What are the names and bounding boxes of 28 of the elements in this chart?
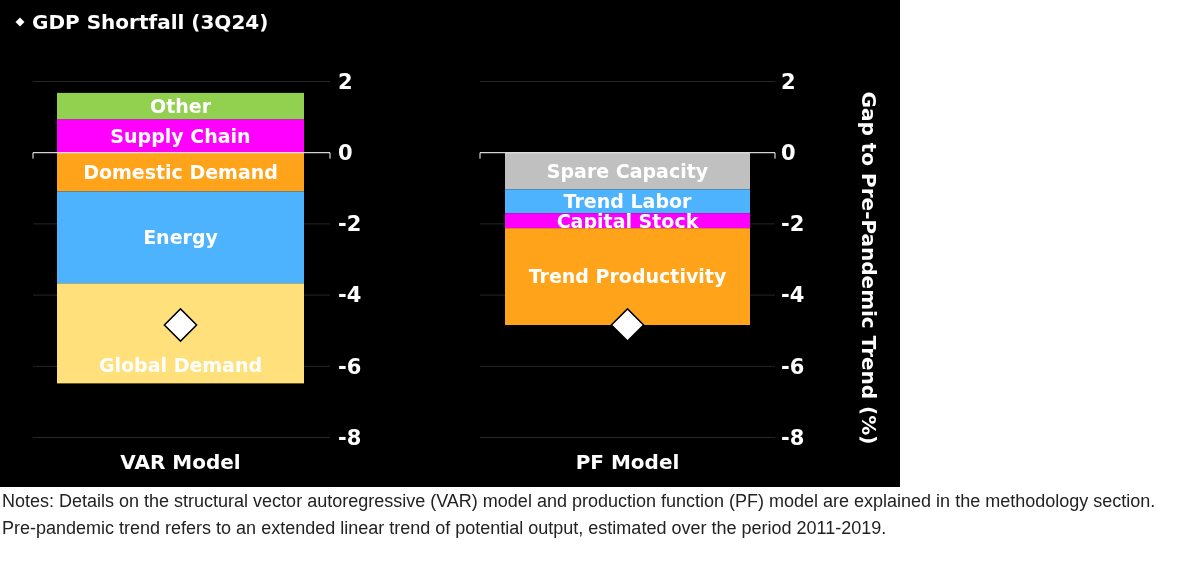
bar <box>57 92 304 120</box>
series-label: Other <box>149 94 212 117</box>
y-tick-label: -4 <box>781 283 805 308</box>
y-tick-label: -6 <box>338 354 362 379</box>
y-tick-label: -8 <box>338 425 362 450</box>
bar <box>505 228 750 325</box>
x-tick-label: VAR Model <box>120 450 241 474</box>
y-tick-label: -6 <box>781 354 805 379</box>
series-label: Global Demand <box>98 354 263 377</box>
y-tick-label: -4 <box>338 283 362 308</box>
y-tick-label: 0 <box>338 140 353 165</box>
x-tick-label: PF Model <box>575 450 680 474</box>
y-axis-title: Gap to Pre-Pandemic Trend (%) <box>857 91 881 445</box>
y-tick-label: -8 <box>781 425 805 450</box>
series-label: Trend Productivity <box>528 265 727 288</box>
legend-label: GDP Shortfall (3Q24) <box>32 10 269 35</box>
series-label: Supply Chain <box>110 124 251 147</box>
bar <box>57 283 304 384</box>
text: Notes: Details on the structural vector autoregressive (VAR) model and production function (PF) model are explained in the methodology section. Pre-pandemic trend refers to an extended linear trend of potential output, estimated over the period 2011-2019. <box>2 491 1156 538</box>
y-tick-label: 2 <box>781 69 796 94</box>
y-tick-label: -2 <box>781 212 805 237</box>
y-tick-label: -2 <box>338 212 362 237</box>
series-label: Spare Capacity <box>546 159 709 182</box>
series-label: Domestic Demand <box>83 160 278 183</box>
y-tick-label: 0 <box>781 140 796 165</box>
series-label: Energy <box>143 226 219 249</box>
bar <box>57 191 304 284</box>
y-tick-label: 2 <box>338 69 353 94</box>
